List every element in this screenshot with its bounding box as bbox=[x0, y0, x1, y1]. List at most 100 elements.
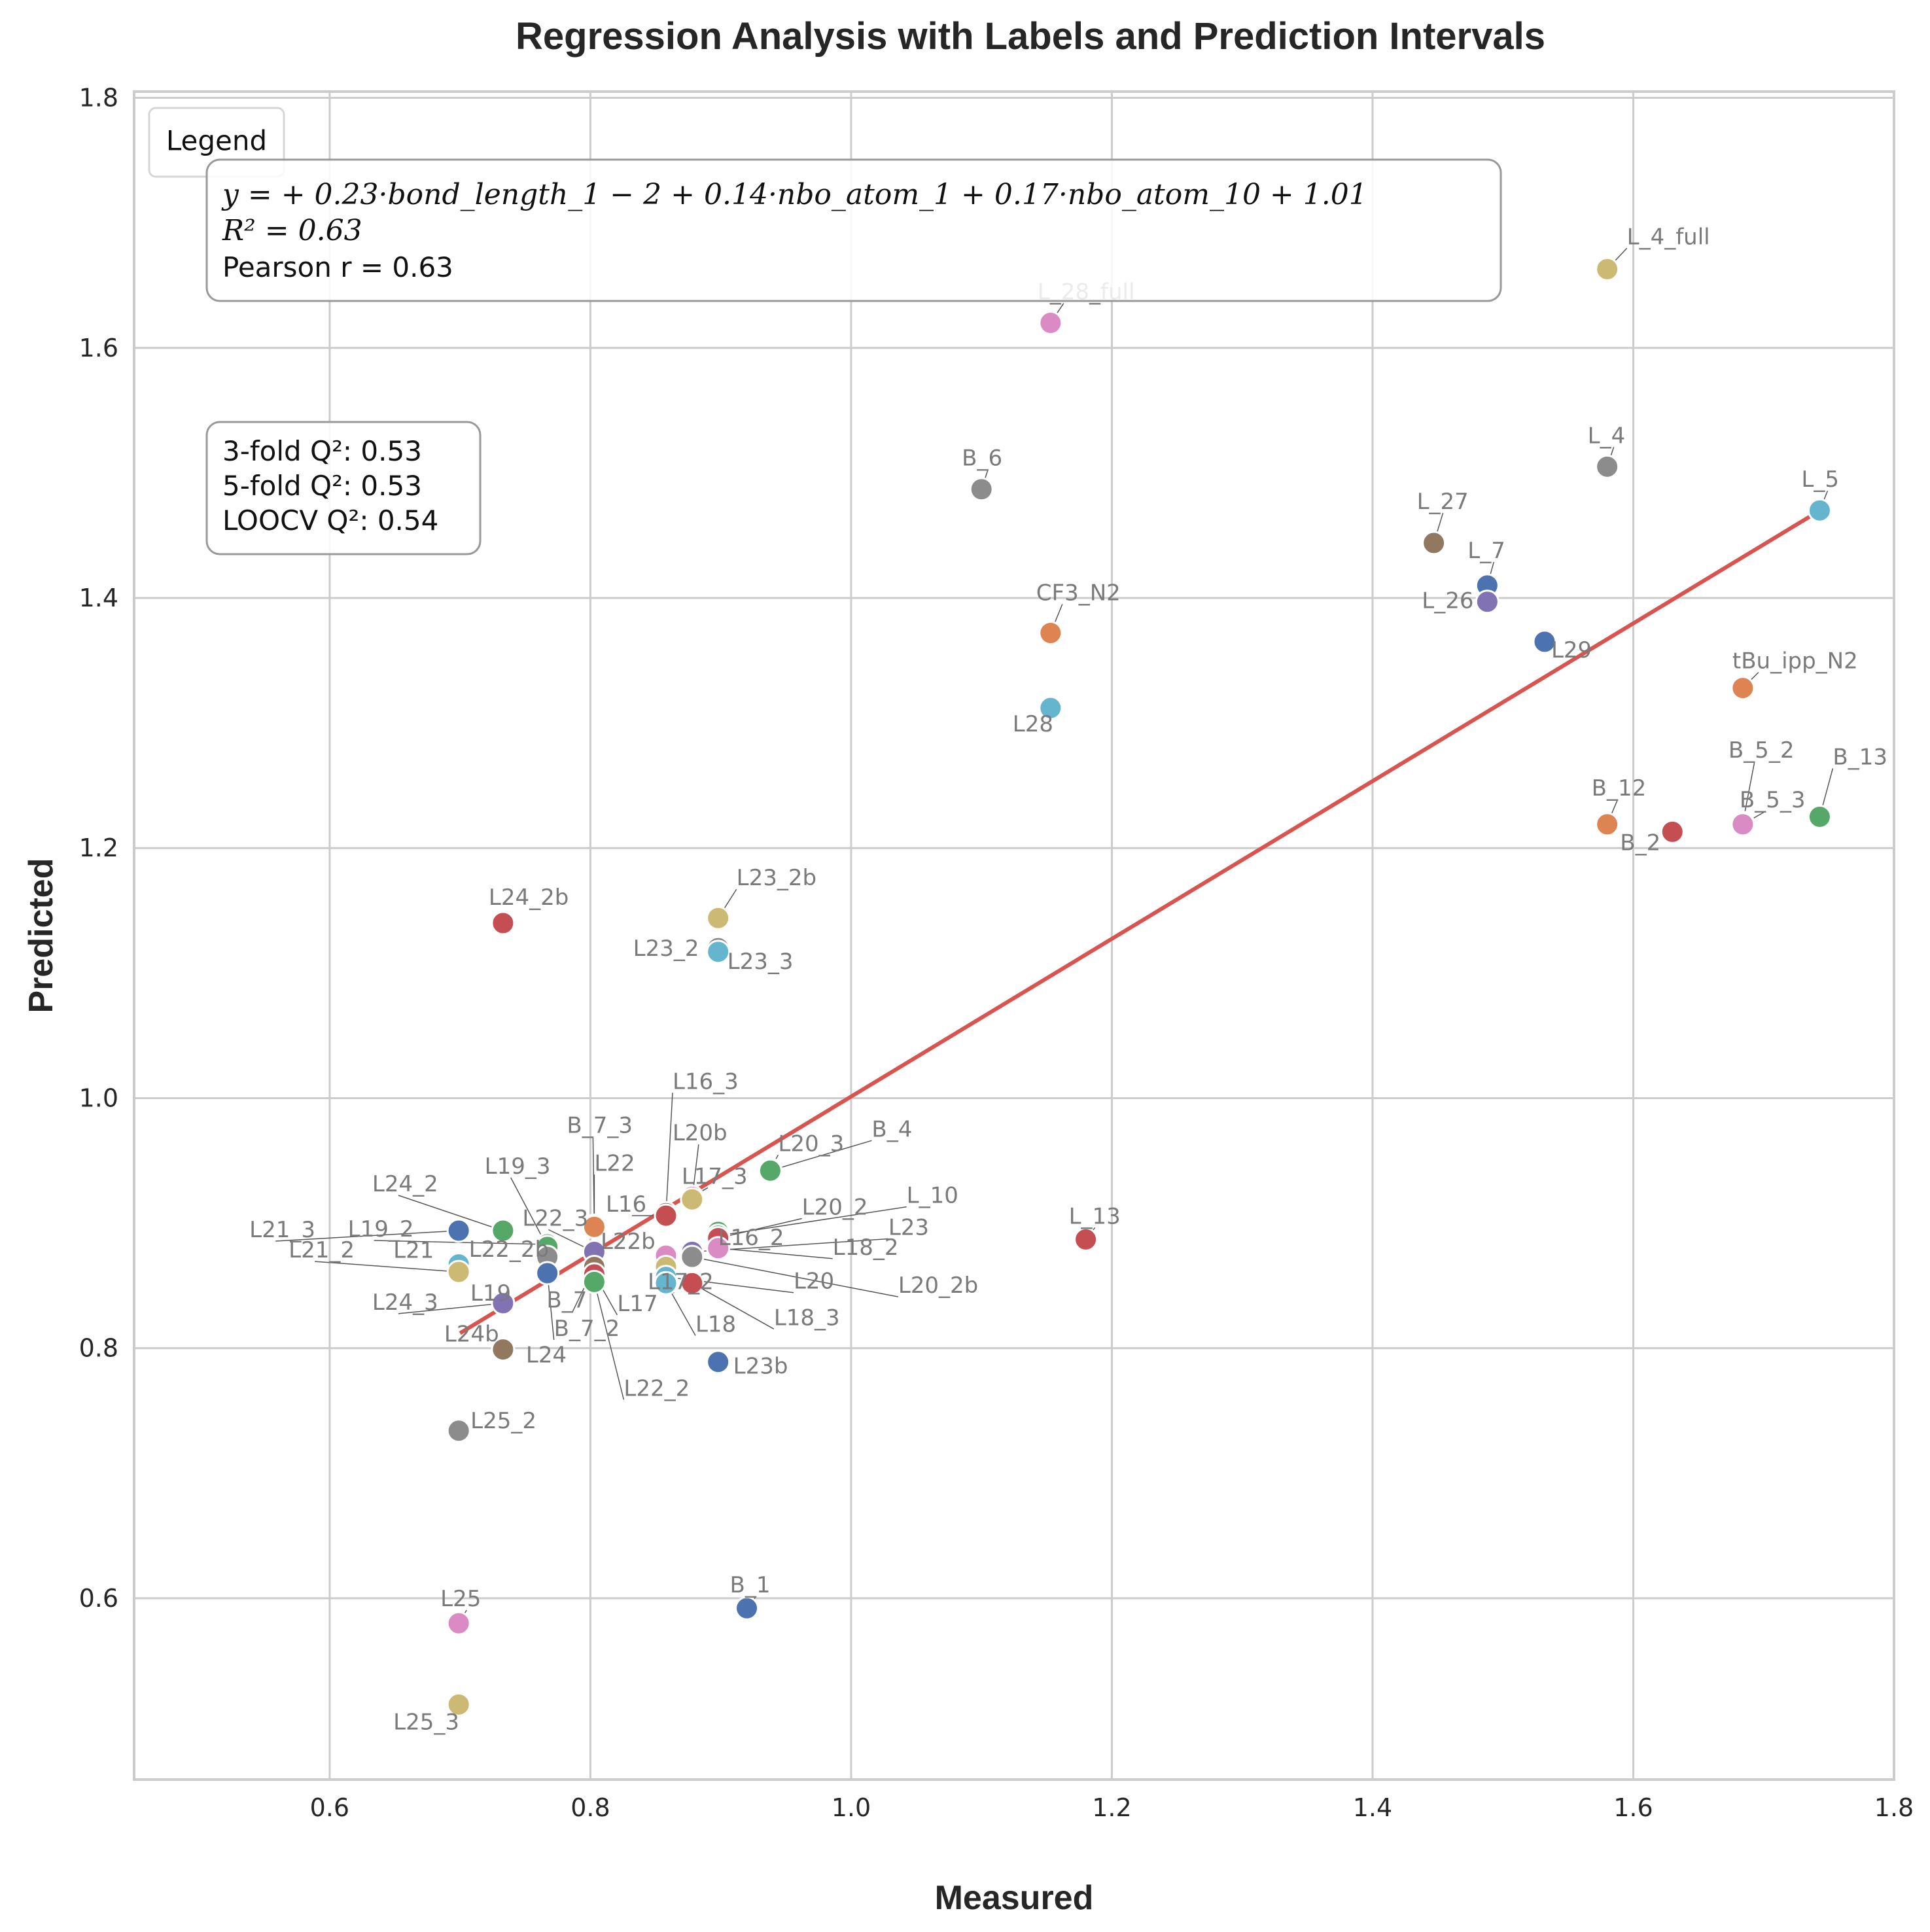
data-point bbox=[1532, 629, 1557, 654]
point-label: L_5 bbox=[1801, 466, 1839, 493]
point-label: L21_2 bbox=[289, 1237, 355, 1263]
point-label: L_10 bbox=[907, 1183, 958, 1209]
point-labels: L_4_fullL_28_fullL_4B_6L_5L_27L_7L_26CF3… bbox=[249, 224, 1887, 1735]
point-label: L21_3 bbox=[249, 1217, 315, 1243]
point-label: L22b bbox=[601, 1229, 656, 1255]
q2-3fold: 3-fold Q²: 0.53 bbox=[222, 435, 422, 467]
point-label: L18_3 bbox=[774, 1305, 840, 1331]
label-leader bbox=[718, 1218, 802, 1239]
data-point bbox=[1074, 1227, 1098, 1252]
point-label: L28 bbox=[1013, 711, 1053, 737]
data-point bbox=[680, 1244, 705, 1269]
point-label: L_4 bbox=[1588, 423, 1626, 449]
point-label: L23_2 bbox=[633, 936, 699, 962]
label-leader bbox=[398, 1195, 504, 1231]
point-label: L25_2 bbox=[470, 1408, 536, 1434]
grid-lines bbox=[134, 92, 1895, 1780]
point-label: L17 bbox=[617, 1291, 658, 1317]
point-label: L17_3 bbox=[682, 1163, 748, 1189]
point-label: L24_2 bbox=[372, 1171, 438, 1197]
data-point bbox=[446, 1692, 471, 1717]
q2-5fold: 5-fold Q²: 0.53 bbox=[222, 470, 422, 502]
x-tick-label: 1.6 bbox=[1613, 1793, 1653, 1822]
data-point bbox=[491, 1337, 516, 1362]
point-label: L17_2 bbox=[648, 1269, 714, 1295]
point-label: L21 bbox=[393, 1238, 434, 1264]
point-label: L_26 bbox=[1422, 588, 1473, 614]
point-label: L23b bbox=[733, 1354, 788, 1380]
label-leader bbox=[275, 1230, 459, 1242]
point-label: L25_3 bbox=[393, 1709, 459, 1735]
data-point bbox=[758, 1158, 782, 1183]
point-label: B_5_2 bbox=[1728, 737, 1795, 764]
point-label: B_1 bbox=[730, 1572, 771, 1598]
point-label: L19_3 bbox=[485, 1153, 551, 1180]
regression-equation: y = + 0.23·bond_length_1 − 2 + 0.14·nbo_… bbox=[221, 178, 1367, 211]
y-tick-label: 0.6 bbox=[79, 1584, 118, 1613]
q2-box-frame bbox=[205, 421, 482, 555]
point-label: B_7 bbox=[546, 1287, 587, 1313]
x-tick-label: 1.2 bbox=[1092, 1793, 1131, 1822]
data-point bbox=[1038, 311, 1063, 336]
point-label: L20 bbox=[794, 1269, 834, 1295]
data-point bbox=[446, 1611, 471, 1636]
point-label: L19_2 bbox=[348, 1216, 414, 1242]
point-label: L_13 bbox=[1069, 1203, 1121, 1229]
q2-loocv: LOOCV Q²: 0.54 bbox=[222, 504, 438, 536]
data-point bbox=[680, 1187, 705, 1212]
point-label: B_6 bbox=[962, 446, 1002, 472]
point-label: B_2 bbox=[1620, 830, 1660, 856]
data-point bbox=[1807, 804, 1832, 829]
y-axis-label: Predicted bbox=[22, 858, 60, 1013]
x-tick-label: 0.8 bbox=[570, 1793, 610, 1822]
point-label: L20_3 bbox=[778, 1131, 844, 1157]
y-tick-label: 1.0 bbox=[79, 1083, 118, 1112]
data-point bbox=[1730, 676, 1755, 701]
point-label: L23_3 bbox=[728, 949, 794, 975]
point-label: L29 bbox=[1551, 637, 1592, 663]
data-points bbox=[446, 256, 1832, 1717]
x-tick-label: 1.8 bbox=[1874, 1793, 1914, 1822]
data-point bbox=[706, 940, 731, 964]
point-label: B_7_2 bbox=[554, 1316, 620, 1342]
x-tick-label: 1.4 bbox=[1353, 1793, 1392, 1822]
data-point bbox=[1730, 812, 1755, 837]
data-point bbox=[1595, 454, 1620, 479]
label-leader bbox=[593, 1282, 625, 1400]
data-point bbox=[706, 1236, 731, 1261]
data-point bbox=[446, 1259, 471, 1284]
equation-box: y = + 0.23·bond_length_1 − 2 + 0.14·nbo_… bbox=[205, 158, 1502, 302]
label-leader bbox=[315, 1261, 459, 1273]
y-tick-label: 1.2 bbox=[79, 834, 118, 862]
y-axis-ticks: 0.6 0.8 1.0 1.2 1.4 1.6 1.8 bbox=[79, 84, 118, 1613]
point-label: B_12 bbox=[1592, 775, 1647, 801]
legend-title: Legend bbox=[166, 125, 267, 157]
x-tick-label: 1.0 bbox=[832, 1793, 871, 1822]
point-label: L20b bbox=[673, 1120, 728, 1146]
point-label: L22_2b bbox=[469, 1237, 549, 1263]
data-point bbox=[582, 1214, 606, 1239]
chart-title: Regression Analysis with Labels and Pred… bbox=[516, 15, 1545, 58]
point-label: L19 bbox=[470, 1280, 511, 1307]
point-label: L24 bbox=[526, 1343, 567, 1369]
data-point bbox=[706, 1350, 731, 1375]
data-point bbox=[1038, 695, 1063, 720]
point-label: B_4 bbox=[871, 1116, 912, 1142]
point-label: L25 bbox=[440, 1586, 481, 1612]
point-label: L18 bbox=[695, 1311, 736, 1337]
point-label: L18_2 bbox=[833, 1235, 899, 1261]
data-point bbox=[654, 1271, 678, 1295]
x-tick-label: 0.6 bbox=[310, 1793, 349, 1822]
point-label: L_27 bbox=[1417, 489, 1469, 515]
data-point bbox=[1595, 812, 1620, 837]
data-point bbox=[491, 911, 516, 936]
equation-box-frame bbox=[205, 158, 1502, 302]
data-point bbox=[446, 1218, 471, 1243]
point-label: B_7_3 bbox=[567, 1112, 633, 1138]
point-label: CF3_N2 bbox=[1036, 580, 1121, 606]
label-leader bbox=[665, 1093, 673, 1214]
point-label: L23_2b bbox=[737, 865, 816, 891]
y-tick-label: 1.4 bbox=[79, 584, 118, 612]
point-label: L24_2b bbox=[489, 885, 569, 911]
point-label: L16_2 bbox=[718, 1225, 784, 1251]
